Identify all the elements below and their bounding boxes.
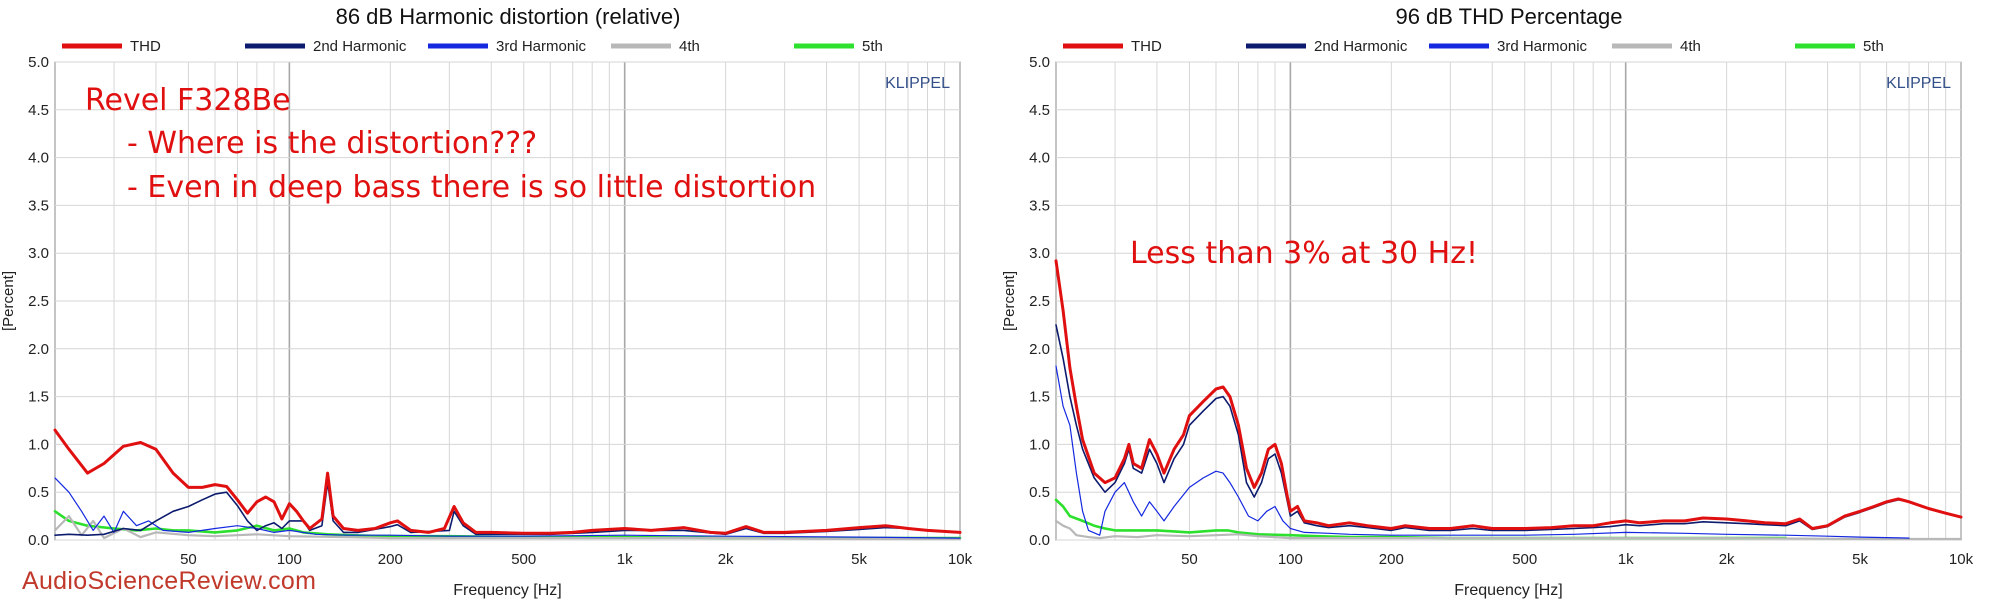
series-line-thd (1054, 259, 1963, 530)
y-axis-label: [Percent] (1001, 271, 1018, 331)
y-tick-label: 2.0 (1029, 341, 1050, 358)
legend-label-1: 2nd Harmonic (313, 38, 407, 55)
y-tick-label: 0.0 (1029, 532, 1050, 549)
x-tick-label: 1k (617, 551, 633, 568)
y-tick-label: 4.5 (28, 102, 49, 119)
x-tick-label: 50 (1181, 551, 1198, 568)
x-tick-label: 100 (277, 551, 302, 568)
series-line-3rd-harmonic (54, 477, 961, 539)
y-tick-label: 2.5 (1029, 293, 1050, 310)
y-tick-label: 0.5 (28, 484, 49, 501)
site-watermark: AudioScienceReview.com (22, 567, 317, 595)
series-line-2nd-harmonic (54, 481, 961, 536)
y-tick-label: 5.0 (28, 54, 49, 71)
y-tick-label: 1.5 (1029, 389, 1050, 406)
x-tick-label: 10k (1949, 551, 1974, 568)
x-tick-label: 200 (1379, 551, 1404, 568)
x-tick-label: 5k (1852, 551, 1868, 568)
x-axis-label: Frequency [Hz] (453, 582, 561, 599)
y-tick-label: 4.5 (1029, 102, 1050, 119)
y-tick-label: 4.0 (28, 150, 49, 167)
y-axis-label: [Percent] (0, 271, 17, 331)
y-tick-label: 0.0 (28, 532, 49, 549)
legend-label-3: 4th (679, 38, 700, 55)
y-tick-label: 3.0 (1029, 245, 1050, 262)
legend-label-0: THD (130, 38, 161, 55)
legend-label-1: 2nd Harmonic (1314, 38, 1408, 55)
y-tick-label: 3.5 (1029, 197, 1050, 214)
y-tick-label: 2.0 (28, 341, 49, 358)
x-tick-label: 100 (1278, 551, 1303, 568)
x-tick-label: 2k (718, 551, 734, 568)
y-tick-label: 1.5 (28, 389, 49, 406)
legend-label-4: 5th (1863, 38, 1884, 55)
y-tick-label: 0.5 (1029, 484, 1050, 501)
x-axis-label: Frequency [Hz] (1454, 582, 1562, 599)
annotation-text: - Even in deep bass there is so little d… (127, 170, 816, 205)
legend-label-4: 5th (862, 38, 883, 55)
y-tick-label: 4.0 (1029, 150, 1050, 167)
x-tick-label: 1k (1618, 551, 1634, 568)
y-tick-label: 5.0 (1029, 54, 1050, 71)
x-tick-label: 500 (511, 551, 536, 568)
chart-panel-2: 96 dB THD Percentage THD 2nd Harmonic 3rd H… (1001, 4, 1974, 599)
chart-title: 86 dB Harmonic distortion (relative) (336, 4, 681, 29)
brand-label: KLIPPEL (885, 75, 950, 92)
brand-label: KLIPPEL (1886, 75, 1951, 92)
legend-label-0: THD (1131, 38, 1162, 55)
series-line-2nd-harmonic (1055, 324, 1962, 532)
y-tick-label: 1.0 (1029, 436, 1050, 453)
series-line-3rd-harmonic (1055, 365, 1910, 539)
series-line-4th (53, 515, 962, 541)
y-tick-label: 2.5 (28, 293, 49, 310)
x-tick-label: 500 (1512, 551, 1537, 568)
y-tick-label: 3.5 (28, 197, 49, 214)
y-tick-label: 3.0 (28, 245, 49, 262)
annotation-text: Revel F328Be (85, 83, 291, 118)
legend-label-2: 3rd Harmonic (1497, 38, 1588, 55)
x-tick-label: 2k (1719, 551, 1735, 568)
series-line-4th (1054, 519, 1963, 541)
y-tick-label: 1.0 (28, 436, 49, 453)
x-tick-label: 10k (948, 551, 973, 568)
chart-panel-1: 86 dB Harmonic distortion (relative) THD 2… (0, 4, 973, 599)
series-line-thd (53, 428, 962, 535)
legend-label-3: 4th (1680, 38, 1701, 55)
x-tick-label: 200 (378, 551, 403, 568)
x-tick-label: 5k (851, 551, 867, 568)
annotation-text: - Where is the distortion??? (127, 126, 537, 161)
chart-title: 96 dB THD Percentage (1395, 4, 1622, 29)
annotation-text: Less than 3% at 30 Hz! (1130, 236, 1478, 271)
legend-label-2: 3rd Harmonic (496, 38, 587, 55)
x-tick-label: 50 (180, 551, 197, 568)
